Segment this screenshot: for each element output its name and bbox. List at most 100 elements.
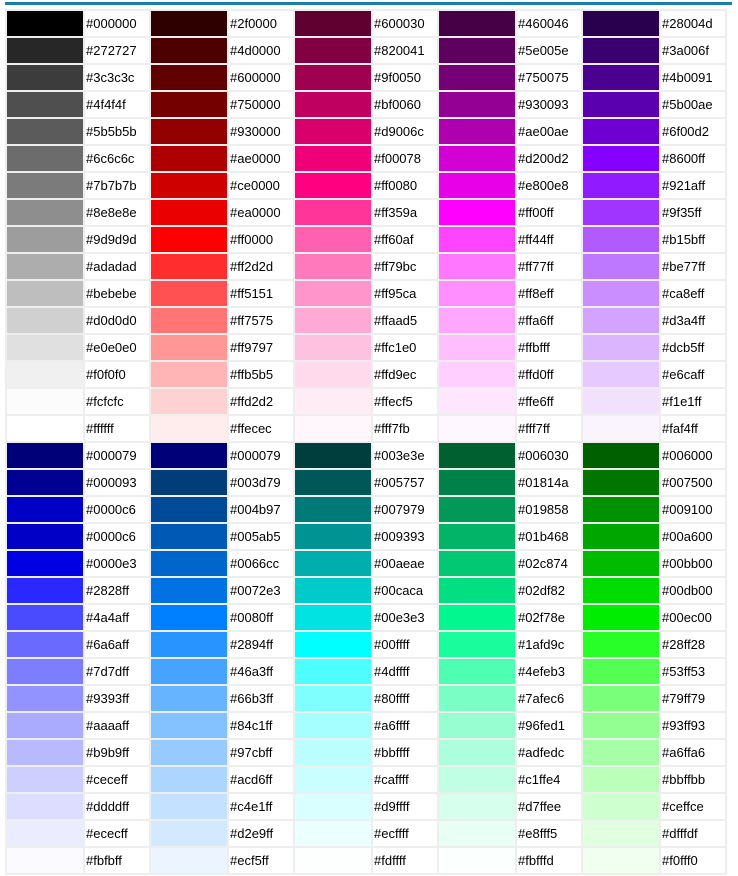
color-row: #7b7b7b #ce0000 #ff0080 #e800e8 #921aff (7, 173, 725, 198)
color-swatch (583, 659, 659, 684)
color-swatch (439, 308, 515, 333)
color-hex-label: #2828ff (85, 578, 149, 603)
color-hex-label: #004b97 (229, 497, 293, 522)
color-swatch (7, 119, 83, 144)
color-row: #ffffff #ffecec #fff7fb #fff7ff #faf4ff (7, 416, 725, 441)
color-swatch (295, 92, 371, 117)
color-hex-label: #faf4ff (661, 416, 725, 441)
color-hex-label: #fbfffd (517, 848, 581, 873)
color-hex-label: #02df82 (517, 578, 581, 603)
color-hex-label: #e0e0e0 (85, 335, 149, 360)
color-swatch (439, 821, 515, 846)
color-swatch (583, 65, 659, 90)
color-hex-label: #007500 (661, 470, 725, 495)
color-hex-label: #0000c6 (85, 524, 149, 549)
color-swatch (583, 227, 659, 252)
color-hex-label: #d9ffff (373, 794, 437, 819)
color-swatch (583, 551, 659, 576)
color-hex-label: #820041 (373, 38, 437, 63)
color-hex-label: #460046 (517, 11, 581, 36)
color-swatch (439, 227, 515, 252)
color-swatch (7, 362, 83, 387)
color-hex-label: #d3a4ff (661, 308, 725, 333)
color-swatch (295, 281, 371, 306)
color-swatch (7, 11, 83, 36)
color-swatch (295, 605, 371, 630)
color-row: #d0d0d0 #ff7575 #ffaad5 #ffa6ff #d3a4ff (7, 308, 725, 333)
color-swatch (583, 740, 659, 765)
color-hex-label: #bebebe (85, 281, 149, 306)
color-swatch (7, 524, 83, 549)
color-swatch (151, 173, 227, 198)
color-swatch (7, 65, 83, 90)
color-swatch (151, 659, 227, 684)
color-hex-label: #000079 (229, 443, 293, 468)
color-row: #adadad #ff2d2d #ff79bc #ff77ff #be77ff (7, 254, 725, 279)
color-hex-label: #7b7b7b (85, 173, 149, 198)
color-hex-label: #4d0000 (229, 38, 293, 63)
color-swatch (295, 173, 371, 198)
color-swatch (295, 227, 371, 252)
color-row: #aaaaff #84c1ff #a6ffff #96fed1 #93ff93 (7, 713, 725, 738)
color-hex-label: #fdffff (373, 848, 437, 873)
color-hex-label: #e800e8 (517, 173, 581, 198)
color-hex-label: #009393 (373, 524, 437, 549)
color-swatch (295, 632, 371, 657)
color-hex-label: #fff7ff (517, 416, 581, 441)
color-swatch (583, 767, 659, 792)
color-swatch (295, 38, 371, 63)
color-hex-label: #ff0080 (373, 173, 437, 198)
color-hex-label: #84c1ff (229, 713, 293, 738)
color-hex-label: #fbfbff (85, 848, 149, 873)
color-row: #bebebe #ff5151 #ff95ca #ff8eff #ca8eff (7, 281, 725, 306)
color-row: #4a4aff #0080ff #00e3e3 #02f78e #00ec00 (7, 605, 725, 630)
color-swatch (583, 281, 659, 306)
color-swatch (295, 578, 371, 603)
color-row: #4f4f4f #750000 #bf0060 #930093 #5b00ae (7, 92, 725, 117)
color-hex-label: #d200d2 (517, 146, 581, 171)
color-hex-label: #000079 (85, 443, 149, 468)
color-swatch (583, 362, 659, 387)
color-swatch (295, 470, 371, 495)
color-swatch (151, 38, 227, 63)
color-hex-label: #921aff (661, 173, 725, 198)
color-hex-label: #ff5151 (229, 281, 293, 306)
color-hex-label: #006000 (661, 443, 725, 468)
color-swatch (583, 686, 659, 711)
color-row: #9393ff #66b3ff #80ffff #7afec6 #79ff79 (7, 686, 725, 711)
color-hex-label: #f0fff0 (661, 848, 725, 873)
color-hex-label: #6a6aff (85, 632, 149, 657)
color-swatch (439, 335, 515, 360)
color-hex-label: #930000 (229, 119, 293, 144)
color-swatch (439, 497, 515, 522)
color-swatch (151, 443, 227, 468)
color-hex-label: #0000c6 (85, 497, 149, 522)
color-hex-label: #02c874 (517, 551, 581, 576)
color-row: #fcfcfc #ffd2d2 #ffecf5 #ffe6ff #f1e1ff (7, 389, 725, 414)
color-hex-label: #ea0000 (229, 200, 293, 225)
color-swatch (7, 605, 83, 630)
color-row: #0000e3 #0066cc #00aeae #02c874 #00bb00 (7, 551, 725, 576)
color-swatch (583, 92, 659, 117)
color-swatch (7, 497, 83, 522)
color-row: #8e8e8e #ea0000 #ff359a #ff00ff #9f35ff (7, 200, 725, 225)
color-swatch (295, 200, 371, 225)
color-swatch (439, 443, 515, 468)
color-hex-label: #ecffff (373, 821, 437, 846)
color-hex-label: #00bb00 (661, 551, 725, 576)
color-row: #0000c6 #004b97 #007979 #019858 #009100 (7, 497, 725, 522)
color-hex-label: #ff9797 (229, 335, 293, 360)
color-row: #000093 #003d79 #005757 #01814a #007500 (7, 470, 725, 495)
color-hex-label: #02f78e (517, 605, 581, 630)
color-hex-label: #a6ffff (373, 713, 437, 738)
color-swatch (7, 335, 83, 360)
color-swatch (295, 713, 371, 738)
color-hex-label: #f0f0f0 (85, 362, 149, 387)
color-hex-label: #8e8e8e (85, 200, 149, 225)
color-swatch (7, 767, 83, 792)
color-hex-label: #5b00ae (661, 92, 725, 117)
color-hex-label: #ffecf5 (373, 389, 437, 414)
color-hex-label: #ff44ff (517, 227, 581, 252)
color-hex-label: #00aeae (373, 551, 437, 576)
color-hex-label: #9f0050 (373, 65, 437, 90)
